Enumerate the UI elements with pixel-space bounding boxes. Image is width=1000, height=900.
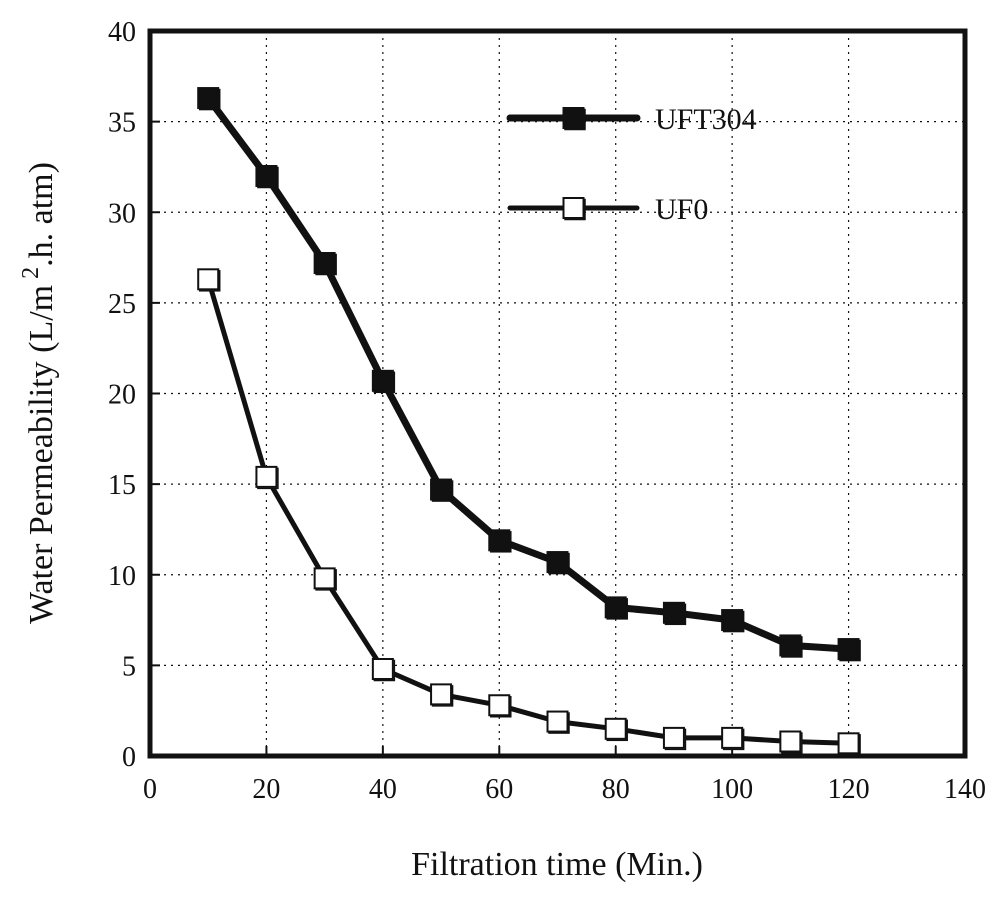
y-tick-label: 5 [122,651,136,682]
y-tick-label: 40 [108,17,136,48]
y-axis-title-superscript: 2 [18,267,44,279]
grid [150,31,965,756]
legend-marker [562,197,586,221]
data-point-uft304 [430,478,454,502]
y-tick-label: 0 [122,742,136,773]
data-point-uf0 [604,717,628,742]
y-axis-title-prefix: Water Permeability (L/m [23,285,60,624]
x-tick-label: 140 [944,774,986,805]
x-tick-label: 120 [828,774,870,805]
data-point-uf0 [721,726,745,751]
data-point-uf0 [779,730,803,754]
series-line-uf0 [205,276,852,746]
data-point-uf0 [837,732,861,756]
data-point-uf0 [430,683,454,707]
y-tick-label: 20 [108,380,136,411]
legend-marker [562,107,586,131]
data-point-uf0 [197,268,221,292]
data-point-uft304 [488,529,512,553]
legend: UFT304 UF0 [506,103,757,226]
y-axis-title-suffix: .h. atm) [23,162,60,267]
data-point-uf0 [546,710,570,734]
axes: 0 20 40 60 80 100 120 140 0 5 10 15 20 25 30 35 40 [108,17,986,805]
data-point-uft304 [604,596,628,620]
x-axis-title: Filtration time (Min.) [411,846,703,883]
data-point-uf0 [255,465,279,490]
y-tick-label: 30 [108,198,136,229]
data-point-uft304 [546,551,570,575]
data-point-uft304 [662,601,687,626]
legend-label: UF0 [655,193,708,226]
plot-frame [147,28,968,759]
data-series [197,87,861,756]
x-tick-label: 20 [252,774,280,805]
y-axis-title: Water Permeability (L/m 2.h. atm) [18,162,60,624]
data-point-uft304 [779,634,803,658]
legend-label: UFT304 [655,103,757,136]
data-point-uf0 [313,567,337,591]
x-tick-label: 60 [485,774,513,805]
x-tick-label: 80 [602,774,630,805]
series-line-uft304 [204,94,853,653]
y-tick-label: 10 [108,561,136,592]
data-point-uft304 [197,87,221,111]
y-tick-label: 35 [108,108,136,139]
x-tick-label: 0 [143,774,157,805]
legend-entry-uft304: UFT304 [506,103,757,136]
data-point-uf0 [371,658,396,682]
data-point-uft304 [837,638,861,662]
data-point-uft304 [721,609,745,633]
x-tick-label: 100 [711,774,753,805]
data-point-uft304 [371,369,396,394]
x-tick-label: 40 [369,774,397,805]
y-tick-label: 25 [108,289,136,320]
legend-entry-uf0: UF0 [507,193,708,226]
y-tick-label: 15 [108,470,136,501]
data-point-uf0 [662,726,687,751]
data-point-uft304 [255,165,279,189]
data-point-uft304 [313,252,337,276]
data-point-uf0 [488,694,512,718]
